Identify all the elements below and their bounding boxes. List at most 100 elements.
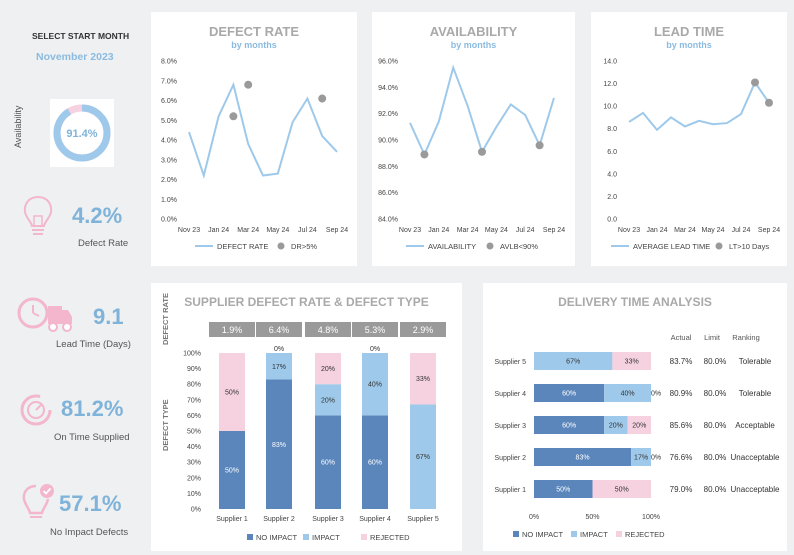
bar-segment-label: 50% (615, 487, 629, 494)
availability-panel: AVAILABILITY by months 84.0% 86.0% 88.0% 90… (372, 12, 575, 266)
legend-swatch (571, 531, 577, 537)
no-impact-value: 57.1% (59, 491, 122, 516)
y-tick-label: 60% (187, 413, 201, 420)
y-tick-label: 3.0% (161, 157, 177, 164)
legend-label: IMPACT (312, 533, 340, 542)
table-cell-ranking: Tolerable (739, 389, 772, 398)
table-header: Ranking (732, 333, 760, 342)
y-tick-label: 94.0% (378, 85, 398, 92)
y-tick-label: 96.0% (378, 59, 398, 66)
bar-segment (266, 353, 292, 380)
bar-segment (534, 416, 605, 434)
defect-rate-box (352, 322, 398, 337)
bar-segment-label: 40% (621, 391, 635, 398)
x-tick-label: May 24 (485, 227, 508, 234)
panel-title: AVAILABILITY (429, 24, 518, 39)
y-tick-label: 6.0 (607, 149, 617, 156)
highlight-point (420, 150, 429, 159)
y-tick-label: 4.0 (607, 171, 617, 178)
bar-segment-label: 67% (566, 359, 580, 366)
y-tick-label: Supplier 5 (494, 359, 526, 366)
bar-segment-label: 0% (651, 391, 661, 398)
y-tick-label: 88.0% (378, 164, 398, 171)
bar-segment (631, 448, 651, 466)
table-cell-actual: 83.7% (670, 357, 693, 366)
y-tick-label: 90.0% (378, 138, 398, 145)
defect-rate-label: Defect Rate (78, 238, 129, 249)
x-tick-label: May 24 (702, 227, 725, 234)
y-tick-label: 5.0% (161, 118, 177, 125)
legend-label: DR>5% (291, 242, 317, 251)
bar-segment-label: 60% (368, 460, 382, 467)
bar-segment (627, 416, 651, 434)
bar-segment (315, 353, 341, 385)
bar-segment-label: 60% (321, 460, 335, 467)
delivery-truck-clock-icon (17, 297, 72, 332)
highlight-point (244, 80, 253, 89)
y-tick-label: 12.0 (603, 81, 617, 88)
legend-swatch (247, 534, 253, 540)
defect-rate-box (305, 322, 351, 337)
bar-segment (219, 353, 245, 431)
defect-rate-value: 1.9% (222, 325, 243, 335)
bar-segment-label: 67% (416, 454, 430, 461)
table-cell-limit: 80.0% (704, 485, 727, 494)
x-tick-label: Sep 24 (758, 227, 780, 234)
series-line (409, 64, 555, 157)
bar-segment-label: 50% (556, 487, 570, 494)
start-month-selector[interactable]: November 2023 (36, 51, 114, 63)
x-tick-label: Mar 24 (457, 227, 479, 234)
bar-segment (315, 415, 341, 509)
lead-time-label: Lead Time (Days) (56, 339, 131, 350)
bar-segment-label: 83% (272, 442, 286, 449)
bar-segment (604, 384, 651, 402)
y-tick-label: 2.0% (161, 177, 177, 184)
bar-segment-label: 60% (562, 423, 576, 430)
x-tick-label: Supplier 4 (359, 516, 391, 523)
bar-segment-label: 0% (370, 346, 380, 353)
table-cell-limit: 80.0% (704, 389, 727, 398)
legend-swatch (361, 534, 367, 540)
panel-title: DEFECT RATE (208, 24, 300, 39)
x-tick-label: Jul 24 (298, 227, 317, 234)
bar-segment (362, 353, 388, 416)
x-tick-label: Supplier 2 (263, 516, 295, 523)
on-time-value: 81.2% (61, 396, 124, 421)
defect-rate-box (400, 322, 446, 337)
panel-title: LEAD TIME (653, 24, 725, 39)
availability-line-chart: 84.0% 86.0% 88.0% 90.0% 92.0% 94.0% 96.0% Nov 2… (378, 59, 565, 252)
defect-rate-value: 6.4% (269, 325, 290, 335)
bar-segment-label: 40% (368, 382, 382, 389)
lightbulb-check-icon (22, 484, 54, 518)
x-tick-label: Jul 24 (516, 227, 535, 234)
bar-segment-label: 50% (225, 390, 239, 397)
series-line (188, 81, 338, 180)
defect-rate-value: 4.2% (72, 203, 123, 228)
panel-subtitle: by months (450, 40, 497, 50)
highlight-point (229, 112, 238, 121)
legend-label: NO IMPACT (522, 530, 564, 539)
defect-rate-box (256, 322, 302, 337)
bar-segment (534, 384, 605, 402)
bar-segment-label: 0% (274, 346, 284, 353)
y-tick-label: 7.0% (161, 78, 177, 85)
select-month-label: SELECT START MONTH (32, 31, 130, 41)
panel-subtitle: by months (231, 40, 277, 50)
y-tick-label: 14.0 (603, 59, 617, 66)
panel-title: DELIVERY TIME ANALYSIS (558, 295, 712, 309)
bar-segment-label: 33% (416, 376, 430, 383)
bar-segment-label: 20% (632, 423, 646, 430)
legend-label: REJECTED (625, 530, 665, 539)
y-tick-label: 10% (187, 491, 201, 498)
highlight-point (751, 78, 759, 87)
x-tick-label: Jul 24 (732, 227, 751, 234)
bar-segment (612, 352, 651, 370)
x-tick-label: May 24 (266, 227, 289, 234)
highlight-point (318, 94, 327, 103)
availability-donut (53, 104, 111, 162)
supplier-defect-panel: SUPPLIER DEFECT RATE & DEFECT TYPE DEFEC… (151, 283, 462, 551)
availability-donut-panel: 91.4% (50, 99, 114, 167)
highlight-point (478, 147, 486, 156)
y-tick-label: 50% (187, 429, 201, 436)
y-tick-label: 2.0 (607, 194, 617, 201)
